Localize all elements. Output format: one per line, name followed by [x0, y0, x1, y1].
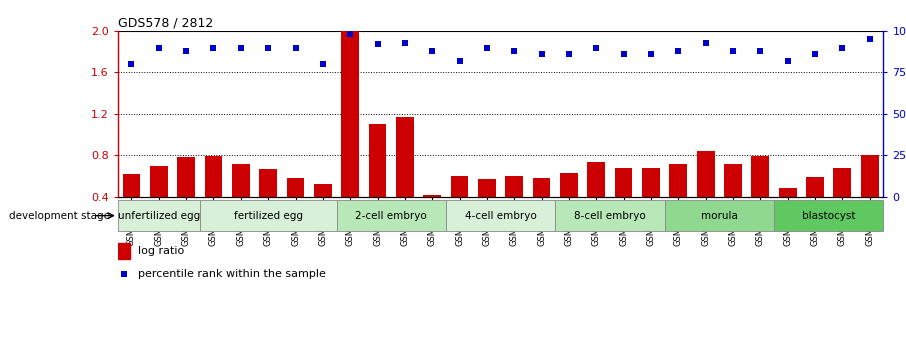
Bar — [450, 176, 468, 197]
Text: development stage: development stage — [9, 211, 110, 220]
Point — [616, 51, 631, 57]
FancyBboxPatch shape — [665, 200, 774, 231]
Point — [234, 45, 248, 50]
Point — [699, 40, 713, 46]
Point — [151, 45, 166, 50]
Text: 2-cell embryo: 2-cell embryo — [355, 211, 427, 220]
Bar — [342, 31, 359, 197]
Bar — [286, 178, 304, 197]
Point — [808, 51, 823, 57]
Bar — [369, 124, 387, 197]
Point — [479, 45, 494, 50]
FancyBboxPatch shape — [555, 200, 665, 231]
Bar — [806, 177, 824, 197]
Bar — [178, 157, 195, 197]
Text: 8-cell embryo: 8-cell embryo — [574, 211, 646, 220]
Point — [117, 271, 131, 276]
Text: 4-cell embryo: 4-cell embryo — [465, 211, 536, 220]
Bar — [423, 195, 441, 197]
Text: fertilized egg: fertilized egg — [234, 211, 303, 220]
Bar — [587, 162, 605, 197]
Text: GDS578 / 2812: GDS578 / 2812 — [118, 17, 213, 30]
Point — [562, 51, 576, 57]
Bar — [861, 155, 879, 197]
Point — [124, 61, 139, 67]
Text: morula: morula — [701, 211, 737, 220]
Point — [753, 48, 767, 54]
Point — [863, 37, 877, 42]
Text: unfertilized egg: unfertilized egg — [118, 211, 200, 220]
Bar — [697, 151, 715, 197]
Bar — [232, 164, 250, 197]
Text: log ratio: log ratio — [138, 246, 185, 256]
Point — [178, 48, 193, 54]
Bar — [670, 164, 687, 197]
Bar — [533, 178, 551, 197]
Point — [643, 51, 658, 57]
Point — [835, 45, 850, 50]
Point — [261, 45, 275, 50]
Bar — [396, 117, 414, 197]
Point — [671, 48, 686, 54]
Bar — [118, 243, 130, 259]
Point — [507, 48, 522, 54]
Point — [425, 48, 439, 54]
Point — [371, 41, 385, 47]
Text: percentile rank within the sample: percentile rank within the sample — [138, 268, 326, 278]
Point — [726, 48, 740, 54]
Point — [452, 58, 467, 63]
Bar — [834, 168, 852, 197]
Bar — [314, 184, 332, 197]
Bar — [614, 168, 632, 197]
Bar — [259, 169, 277, 197]
Bar — [724, 164, 742, 197]
Point — [398, 40, 412, 46]
Point — [207, 45, 221, 50]
Point — [288, 45, 303, 50]
Bar — [122, 174, 140, 197]
FancyBboxPatch shape — [446, 200, 555, 231]
Point — [589, 45, 603, 50]
FancyBboxPatch shape — [118, 200, 200, 231]
FancyBboxPatch shape — [336, 200, 446, 231]
Point — [535, 51, 549, 57]
Bar — [149, 166, 168, 197]
Text: blastocyst: blastocyst — [802, 211, 855, 220]
Bar — [478, 179, 496, 197]
Point — [343, 32, 358, 37]
Point — [315, 61, 330, 67]
Point — [780, 58, 795, 63]
Bar — [506, 176, 523, 197]
FancyBboxPatch shape — [774, 200, 883, 231]
Bar — [751, 156, 769, 197]
Bar — [205, 156, 222, 197]
Bar — [779, 188, 796, 197]
Bar — [642, 168, 660, 197]
Bar — [560, 173, 578, 197]
FancyBboxPatch shape — [200, 200, 336, 231]
